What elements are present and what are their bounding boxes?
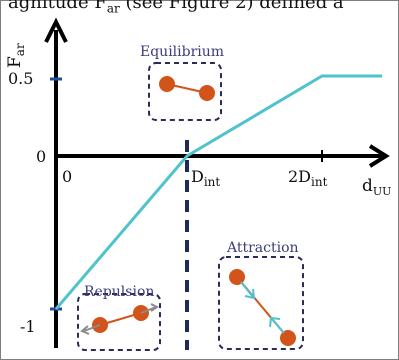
y-tick-label-bottom: -1 (20, 317, 36, 336)
repulsion-arrowhead-right (150, 303, 159, 312)
x-axis-arrowhead (368, 144, 390, 168)
caption-sub: ar (106, 1, 120, 16)
y-tick-label-top: 0.5 (8, 69, 33, 88)
x-tick-label-zero: 0 (62, 167, 72, 186)
y-axis-arrowhead (44, 17, 68, 43)
repulsion-arrow-right (140, 306, 157, 314)
x-tick-label-2dint: 2Dint (288, 167, 328, 189)
force-curve (54, 74, 382, 310)
repulsion-arrow-left (83, 324, 101, 332)
x-axis-title: dUU (362, 176, 391, 198)
attraction-particle-bottom (280, 330, 296, 346)
caption-tail: (see Figure 2) defined a (119, 0, 344, 13)
attraction-particle-top (229, 269, 245, 285)
repulsion-arrowhead-left (80, 325, 90, 335)
attraction-arrow-top (240, 281, 254, 298)
attraction-arrowhead-bottom (269, 316, 281, 328)
caption-fragment: agnitude F (8, 0, 107, 13)
equilibrium-particle-right (199, 85, 215, 101)
figure-caption: agnitude Far (see Figure 2) defined a (8, 0, 344, 15)
equilibrium-box (148, 62, 222, 121)
y-tick-label-mid: 0 (36, 147, 46, 166)
repulsion-label: Repulsion (84, 284, 154, 300)
equilibrium-particle-left (159, 76, 175, 92)
attraction-box (218, 256, 304, 350)
attraction-arrow-bottom (271, 318, 285, 334)
equilibrium-label: Equilibrium (140, 44, 224, 60)
attraction-label: Attraction (226, 240, 299, 256)
y-axis-title: Far (5, 43, 27, 68)
attraction-arrowhead-top (244, 288, 256, 300)
repulsion-box (77, 293, 161, 351)
x-tick-label-dint: Dint (191, 167, 220, 189)
